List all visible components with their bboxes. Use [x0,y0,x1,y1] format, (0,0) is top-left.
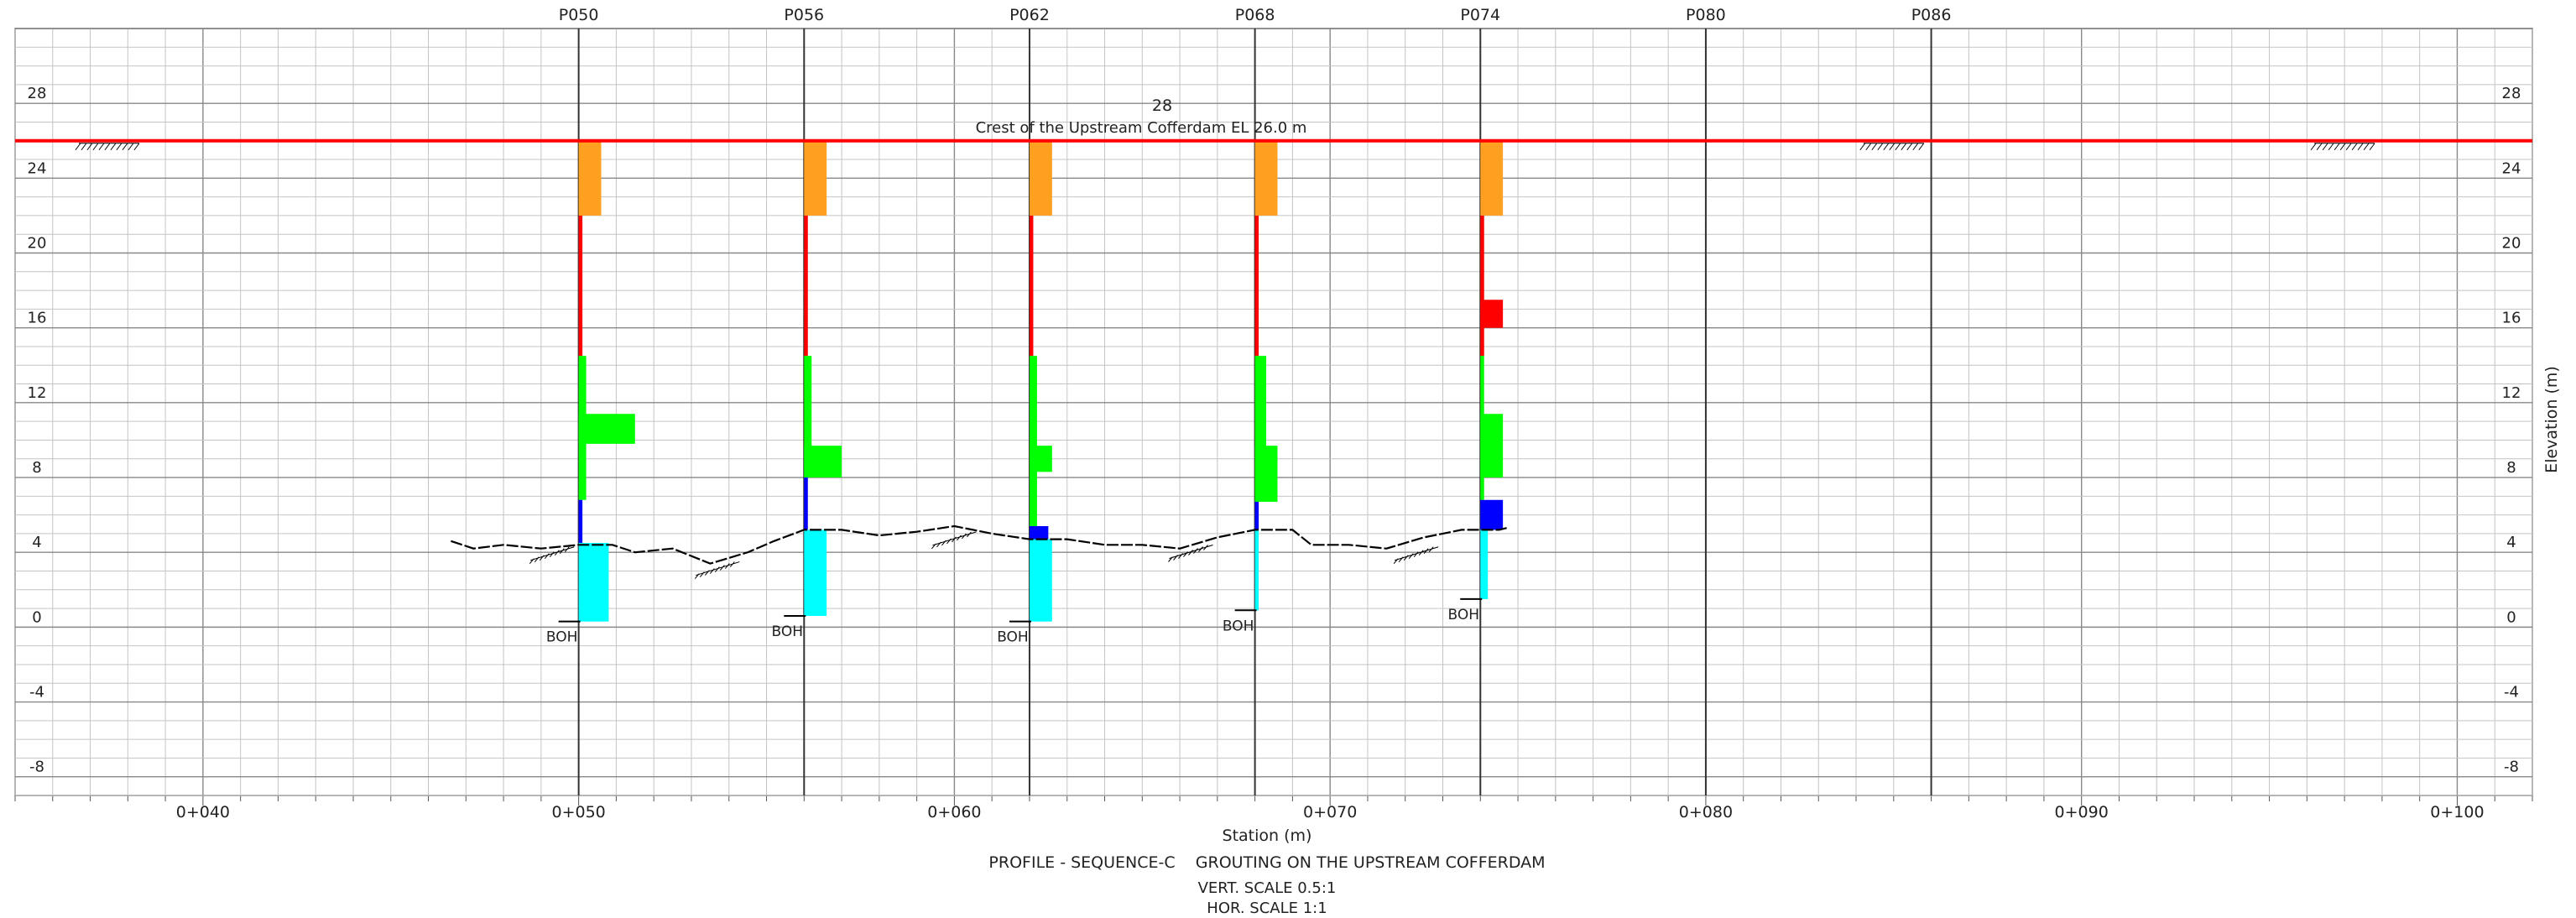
boh-label-P074: BOH [1448,607,1480,623]
y-tick-label-left: 16 [28,310,47,327]
ground-hatch-symbol [694,561,740,579]
grout-stage-blue-P056 [804,477,808,530]
grout-stage-orange-P068 [1254,140,1278,216]
y-tick-label-right: 0 [2506,608,2516,626]
grout-stage-cyan-P056 [804,529,827,616]
boh-label-P056: BOH [772,623,804,640]
crest-hatch-symbol [75,143,140,151]
ground-hatch-symbol [1168,545,1213,562]
crest-hatch-symbol [2310,143,2375,151]
y-tick-label-left: 12 [28,384,47,402]
grout-stage-green-P062 [1029,446,1052,472]
borehole-name-P056: P056 [784,6,824,24]
crest-label: Crest of the Upstream Cofferdam EL 26.0 … [976,119,1307,137]
grout-stage-green-P068 [1254,446,1278,503]
grout-stage-cyan-P074 [1480,529,1489,599]
ground-hatch-symbol [931,531,977,550]
y-tick-label-right: 24 [2502,159,2521,177]
y-tick-label-right: 20 [2502,235,2521,253]
y-tick-label-left: -4 [29,684,44,702]
grout-stage-orange-P074 [1480,140,1504,216]
borehole-layer: P050 BOH P056 BOH P062 BOH P068 BOH P074 BOH P080 P… [546,6,1952,795]
vertical-scale: VERT. SCALE 0.5:1 [1198,879,1337,897]
x-tick-label: 0+080 [1679,803,1733,822]
grout-stage-blue-P068 [1254,502,1259,530]
grout-stage-cyan-P062 [1029,539,1052,622]
grout-stage-orange-P056 [804,140,827,216]
y-tick-label-right: 28 [2502,85,2521,102]
grout-stage-blue-P074 [1480,499,1504,530]
ground-hatch-symbol [529,546,575,565]
grout-stage-green-P050 [578,414,635,444]
y-tick-label-left: 28 [28,85,47,102]
grout-stage-green-P056 [804,356,812,478]
y-tick-label-right: 4 [2506,534,2516,551]
x-tick-label: 0+060 [927,803,981,822]
grout-stage-red-P050 [578,215,583,357]
grout-stage-green-P074 [1480,414,1504,478]
grout-stage-cyan-P050 [578,543,609,622]
x-tick-label: 0+070 [1303,803,1357,822]
grout-stage-green-P056 [804,446,842,478]
grout-stage-orange-P062 [1029,140,1052,216]
y-tick-label-left: 4 [32,534,41,551]
y-tick-label-right: 8 [2506,459,2516,477]
x-tick-label: 0+040 [176,803,230,822]
grout-stage-red-P074 [1480,215,1484,357]
borehole-name-P068: P068 [1235,6,1275,24]
crest-layer [15,138,2532,151]
grout-stage-red-P062 [1029,215,1034,357]
y-tick-label-left: 0 [32,608,41,626]
borehole-name-P074: P074 [1460,6,1500,24]
y-axis-label: Elevation (m) [2542,366,2561,473]
horizontal-scale: HOR. SCALE 1:1 [1207,900,1327,917]
boh-label-P068: BOH [1223,618,1254,634]
y-tick-label-left: 20 [28,235,47,253]
grout-stage-blue-P062 [1029,525,1049,540]
boh-label-P062: BOH [997,629,1029,646]
grout-stage-cyan-P068 [1254,529,1259,611]
borehole-name-P062: P062 [1009,6,1050,24]
grout-stage-orange-P050 [578,140,602,216]
crest-value-label: 28 [1152,96,1172,115]
grout-stage-red-P068 [1254,215,1259,357]
drawing-title: PROFILE - SEQUENCE-C GROUTING ON THE UPS… [988,853,1545,872]
y-tick-label-left: -8 [29,759,44,776]
grout-stage-blue-P050 [578,499,583,544]
x-axis-label: Station (m) [1223,827,1312,845]
ground-hatch-symbol [1393,546,1439,565]
borehole-name-P086: P086 [1911,6,1952,24]
ground-layer [451,524,1507,579]
y-tick-label-left: 8 [32,459,41,477]
borehole-name-P050: P050 [559,6,599,24]
y-tick-label-right: -4 [2504,684,2519,702]
borehole-name-P080: P080 [1686,6,1726,24]
y-tick-label-left: 24 [28,159,47,177]
crest-hatch-symbol [1859,143,1925,151]
y-tick-label-right: 12 [2502,384,2521,402]
x-tick-label: 0+050 [552,803,606,822]
boh-label-P050: BOH [546,629,578,646]
ground-surface-line [451,524,1507,565]
y-tick-label-right: 16 [2502,310,2521,327]
grout-stage-green-P062 [1029,356,1037,526]
tick-label-layer: 28 28 24 24 20 20 16 16 12 12 8 8 4 4 0 0 -4 -4 -8 -8 0+040 0… [28,85,2521,822]
x-tick-label: 0+100 [2430,803,2484,822]
y-tick-label-right: -8 [2504,759,2519,776]
grout-stage-red-P056 [804,215,808,357]
x-tick-label: 0+090 [2055,803,2109,822]
